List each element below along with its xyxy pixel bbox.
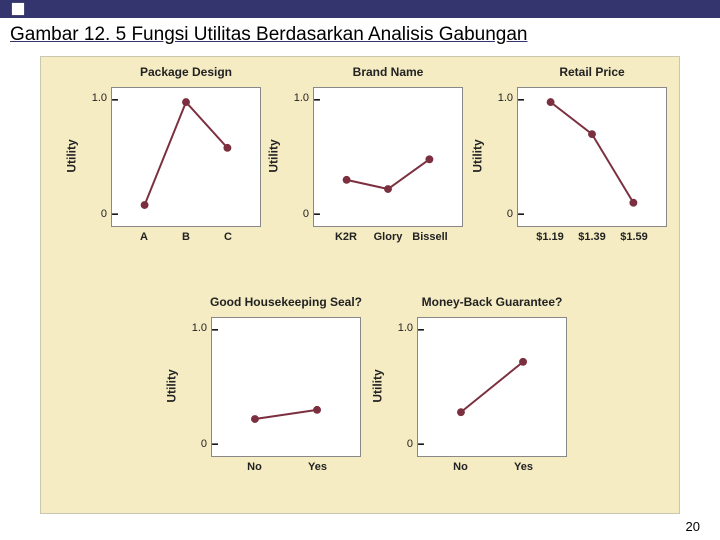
y-axis-label: Utility xyxy=(165,369,179,402)
utility-chart xyxy=(417,317,567,457)
y-axis-label: Utility xyxy=(471,139,485,172)
utility-figure: Package Design1.00UtilityABCBrand Name1.… xyxy=(40,56,680,514)
page-number: 20 xyxy=(686,519,700,534)
y-tick-label: 0 xyxy=(487,208,513,220)
y-tick-label: 0 xyxy=(283,208,309,220)
y-tick-label: 0 xyxy=(387,438,413,450)
y-tick-label: 1.0 xyxy=(81,92,107,104)
y-axis-label: Utility xyxy=(267,139,281,172)
y-tick-label: 0 xyxy=(181,438,207,450)
y-tick-label: 1.0 xyxy=(181,322,207,334)
x-tick-label: C xyxy=(203,231,253,243)
chart-title: Brand Name xyxy=(283,65,493,79)
y-tick-label: 1.0 xyxy=(387,322,413,334)
y-tick-label: 0 xyxy=(81,208,107,220)
utility-chart xyxy=(211,317,361,457)
x-tick-label: No xyxy=(436,461,486,473)
utility-chart xyxy=(313,87,463,227)
bullet-icon xyxy=(12,3,24,15)
y-tick-label: 1.0 xyxy=(283,92,309,104)
slide-header-bar xyxy=(0,0,720,18)
x-tick-label: $1.59 xyxy=(609,231,659,243)
x-tick-label: No xyxy=(230,461,280,473)
y-tick-label: 1.0 xyxy=(487,92,513,104)
y-axis-label: Utility xyxy=(65,139,79,172)
x-tick-label: Bissell xyxy=(405,231,455,243)
chart-title: Good Housekeeping Seal? xyxy=(181,295,391,309)
y-axis-label: Utility xyxy=(371,369,385,402)
chart-title: Money-Back Guarantee? xyxy=(387,295,597,309)
x-tick-label: Yes xyxy=(499,461,549,473)
utility-chart xyxy=(111,87,261,227)
chart-title: Retail Price xyxy=(487,65,697,79)
page-title: Gambar 12. 5 Fungsi Utilitas Berdasarkan… xyxy=(0,18,720,56)
chart-title: Package Design xyxy=(81,65,291,79)
utility-chart xyxy=(517,87,667,227)
x-tick-label: Yes xyxy=(293,461,343,473)
